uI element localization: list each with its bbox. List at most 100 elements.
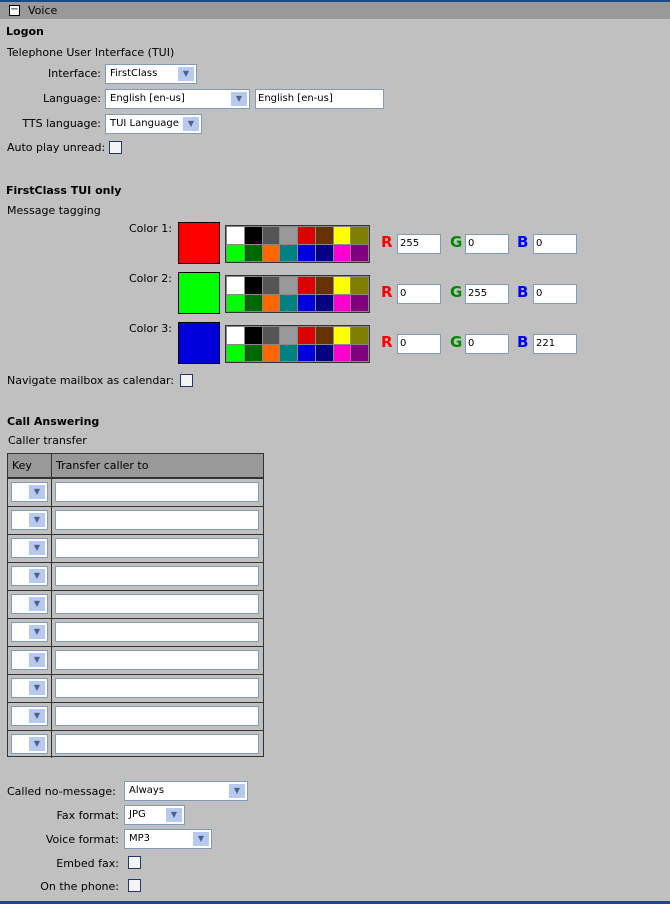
- palette-swatch[interactable]: [262, 244, 280, 261]
- key-select[interactable]: ▼: [11, 734, 48, 754]
- transfer-to-field[interactable]: [55, 650, 259, 670]
- palette-swatch[interactable]: [333, 344, 351, 361]
- r-value-field[interactable]: 255: [397, 234, 441, 254]
- key-select[interactable]: ▼: [11, 510, 48, 530]
- palette-swatch[interactable]: [333, 294, 351, 311]
- palette-swatch[interactable]: [298, 327, 315, 344]
- voice-format-select[interactable]: MP3 ▼: [124, 829, 212, 849]
- transfer-to-field[interactable]: [55, 538, 259, 558]
- key-select[interactable]: ▼: [11, 566, 48, 586]
- tts-language-select[interactable]: TUI Language ▼: [105, 114, 202, 134]
- palette-swatch[interactable]: [262, 227, 280, 244]
- palette-swatch[interactable]: [298, 277, 315, 294]
- b-value-field[interactable]: 0: [533, 234, 577, 254]
- transfer-to-field[interactable]: [55, 678, 259, 698]
- palette-swatch[interactable]: [315, 294, 333, 311]
- palette-swatch[interactable]: [298, 244, 315, 261]
- color-label: Color 3:: [129, 322, 172, 335]
- palette-swatch[interactable]: [315, 327, 333, 344]
- palette-swatch[interactable]: [227, 244, 244, 261]
- palette-swatch[interactable]: [227, 227, 244, 244]
- transfer-to-field[interactable]: [55, 566, 259, 586]
- transfer-to-field[interactable]: [55, 510, 259, 530]
- palette-swatch[interactable]: [244, 294, 262, 311]
- palette-swatch[interactable]: [315, 244, 333, 261]
- transfer-to-field[interactable]: [55, 706, 259, 726]
- voice-section-header[interactable]: − Voice: [0, 0, 670, 19]
- key-select[interactable]: ▼: [11, 594, 48, 614]
- palette-swatch[interactable]: [298, 227, 315, 244]
- auto-play-checkbox[interactable]: [109, 141, 122, 154]
- palette-swatch[interactable]: [351, 227, 368, 244]
- palette-swatch[interactable]: [351, 327, 368, 344]
- palette-swatch[interactable]: [351, 344, 368, 361]
- b-value-field[interactable]: 0: [533, 284, 577, 304]
- palette-swatch[interactable]: [333, 327, 351, 344]
- palette-swatch[interactable]: [227, 327, 244, 344]
- palette-swatch[interactable]: [298, 344, 315, 361]
- r-value-field[interactable]: 0: [397, 334, 441, 354]
- embed-fax-checkbox[interactable]: [128, 856, 141, 869]
- column-header-key: Key: [8, 454, 52, 478]
- palette-swatch[interactable]: [333, 277, 351, 294]
- key-select[interactable]: ▼: [11, 706, 48, 726]
- palette-swatch[interactable]: [280, 277, 297, 294]
- palette-swatch[interactable]: [351, 277, 368, 294]
- table-row: ▼: [8, 534, 263, 562]
- b-value-field[interactable]: 221: [533, 334, 577, 354]
- palette-swatch[interactable]: [333, 227, 351, 244]
- key-select[interactable]: ▼: [11, 538, 48, 558]
- color-swatch[interactable]: [178, 322, 220, 364]
- palette-swatch[interactable]: [244, 277, 262, 294]
- voice-format-label: Voice format:: [45, 833, 119, 846]
- palette-swatch[interactable]: [315, 344, 333, 361]
- palette-swatch[interactable]: [262, 277, 280, 294]
- key-select[interactable]: ▼: [11, 482, 48, 502]
- palette-swatch[interactable]: [244, 344, 262, 361]
- palette-swatch[interactable]: [244, 244, 262, 261]
- r-value-field[interactable]: 0: [397, 284, 441, 304]
- palette-swatch[interactable]: [262, 294, 280, 311]
- color-palette: [225, 275, 370, 313]
- g-value-field[interactable]: 0: [465, 334, 509, 354]
- collapse-icon[interactable]: −: [9, 4, 20, 16]
- palette-swatch[interactable]: [351, 244, 368, 261]
- transfer-to-field[interactable]: [55, 734, 259, 754]
- palette-swatch[interactable]: [244, 227, 262, 244]
- language-field[interactable]: English [en-us]: [255, 89, 384, 109]
- called-no-message-select[interactable]: Always ▼: [124, 781, 248, 801]
- palette-swatch[interactable]: [280, 344, 297, 361]
- key-select[interactable]: ▼: [11, 650, 48, 670]
- transfer-to-field[interactable]: [55, 594, 259, 614]
- g-value-field[interactable]: 0: [465, 234, 509, 254]
- palette-swatch[interactable]: [227, 277, 244, 294]
- palette-swatch[interactable]: [280, 294, 297, 311]
- navigate-calendar-checkbox[interactable]: [180, 374, 193, 387]
- key-select[interactable]: ▼: [11, 678, 48, 698]
- chevron-down-icon: ▼: [183, 117, 199, 131]
- palette-swatch[interactable]: [244, 327, 262, 344]
- palette-swatch[interactable]: [315, 277, 333, 294]
- palette-swatch[interactable]: [280, 327, 297, 344]
- color-swatch[interactable]: [178, 272, 220, 314]
- palette-swatch[interactable]: [333, 244, 351, 261]
- transfer-to-field[interactable]: [55, 622, 259, 642]
- palette-swatch[interactable]: [315, 227, 333, 244]
- g-value-field[interactable]: 255: [465, 284, 509, 304]
- palette-swatch[interactable]: [280, 227, 297, 244]
- palette-swatch[interactable]: [262, 344, 280, 361]
- fax-format-select[interactable]: JPG ▼: [124, 805, 185, 825]
- interface-select[interactable]: FirstClass ▼: [105, 64, 197, 84]
- on-the-phone-checkbox[interactable]: [128, 879, 141, 892]
- palette-swatch[interactable]: [262, 327, 280, 344]
- color-swatch[interactable]: [178, 222, 220, 264]
- palette-swatch[interactable]: [351, 294, 368, 311]
- transfer-to-field[interactable]: [55, 482, 259, 502]
- palette-swatch[interactable]: [227, 344, 244, 361]
- key-select[interactable]: ▼: [11, 622, 48, 642]
- palette-swatch[interactable]: [227, 294, 244, 311]
- palette-swatch[interactable]: [298, 294, 315, 311]
- language-select[interactable]: English [en-us] ▼: [105, 89, 250, 109]
- palette-swatch[interactable]: [280, 244, 297, 261]
- chevron-down-icon: ▼: [193, 832, 209, 846]
